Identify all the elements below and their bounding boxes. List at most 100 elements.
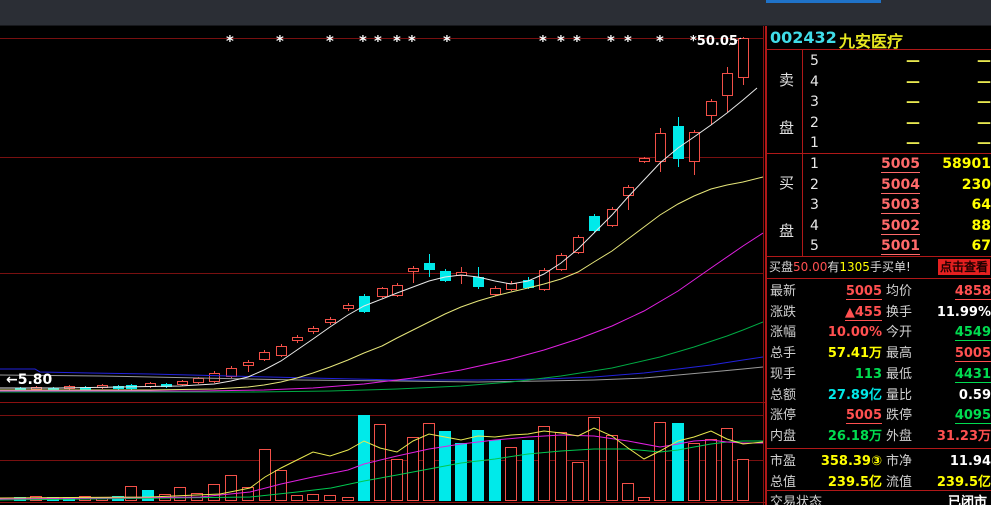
candle [343, 305, 354, 309]
buy-order-row[interactable]: 2 5004 230 [803, 175, 991, 196]
order-price[interactable]: 5002 [881, 217, 920, 235]
candle [80, 387, 91, 390]
order-level: 5 [810, 238, 819, 255]
volume-bar [342, 497, 354, 501]
chart-gridline [0, 38, 763, 39]
stat-label: 现手 [770, 366, 797, 382]
candle [308, 328, 319, 332]
trading-status-row: 交易状态 已闭市 [767, 492, 991, 505]
buy-order-row[interactable]: 5 5001 67 [803, 236, 991, 257]
order-price[interactable]: — [906, 114, 920, 131]
buy-order-row[interactable]: 3 5003 64 [803, 195, 991, 216]
ma-magenta [0, 232, 764, 392]
stat-label: 涨跌 [770, 304, 797, 320]
stat-value: 31.23万 [936, 428, 991, 444]
alert-asterisk-mark: * [226, 32, 234, 50]
volume-bar [174, 487, 186, 501]
volume-bar [291, 495, 303, 501]
limit-price-label: *50.05 [690, 34, 738, 49]
candle [408, 268, 419, 272]
divider [767, 278, 991, 279]
alert-asterisk-mark: * [443, 32, 451, 50]
stat-row: 市盈 358.39③ 市净 11.94 [767, 451, 991, 472]
candle [243, 362, 254, 366]
candle [377, 288, 388, 297]
candle [440, 271, 451, 281]
order-price[interactable]: 5003 [881, 197, 920, 215]
divider [767, 490, 991, 491]
order-level: 1 [810, 135, 819, 152]
stock-name: 九安医疗 [839, 32, 904, 51]
stock-code: 002432 [770, 28, 837, 47]
volume-bar [191, 493, 203, 501]
volume-bar [358, 415, 370, 501]
sell-order-row[interactable]: 5 — — [803, 51, 991, 72]
candle [722, 73, 733, 96]
order-volume: 58901 [942, 156, 991, 172]
volume-bar [96, 497, 108, 501]
volume-bar [705, 439, 717, 501]
candle [589, 216, 600, 231]
ma-blue [0, 356, 764, 381]
candle [113, 386, 124, 389]
stock-title: 002432 九安医疗 [767, 26, 991, 51]
buy-order-row[interactable]: 1 5005 58901 [803, 154, 991, 175]
stat-value: 239.5亿 [936, 474, 991, 490]
stat-row: 总值 239.5亿 流值 239.5亿 [767, 472, 991, 493]
volume-bar [324, 495, 336, 501]
buy-order-row[interactable]: 4 5002 88 [803, 216, 991, 237]
stat-row: 现手 113 最低 4431 [767, 364, 991, 385]
volume-bar [472, 430, 484, 501]
order-price[interactable]: 5004 [881, 176, 920, 194]
alert-text: 有 [827, 260, 840, 274]
stat-value: 4095 [954, 408, 991, 425]
chart-right-border [763, 25, 764, 505]
stat-value: 26.18万 [827, 428, 882, 444]
volume-bar [79, 496, 91, 501]
stat-value: 5005 [845, 284, 882, 300]
alert-asterisk-mark: * [408, 32, 416, 50]
alert-asterisk-mark: * [326, 32, 334, 50]
stat-label: 涨停 [770, 408, 797, 424]
candle [639, 158, 650, 162]
stat-label: 最低 [886, 366, 913, 382]
stat-row: 总额 27.89亿 量比 0.59 [767, 385, 991, 406]
volume-bar [505, 447, 517, 501]
order-price[interactable]: — [906, 73, 920, 90]
stat-row: 涨跌 ▲455 换手 11.99% [767, 302, 991, 323]
stat-value: 4549 [954, 325, 991, 342]
volume-bar [522, 440, 534, 501]
candle [292, 337, 303, 341]
candle [325, 319, 336, 323]
status-label: 交易状态 [770, 495, 823, 505]
order-price[interactable]: 5001 [881, 238, 920, 256]
sell-order-row[interactable]: 4 — — [803, 72, 991, 93]
order-price[interactable]: 5005 [881, 156, 920, 173]
divider [767, 153, 991, 154]
volume-bar [159, 494, 171, 501]
volume-bar [721, 428, 733, 501]
sell-order-row[interactable]: 1 — — [803, 133, 991, 154]
divider [767, 256, 991, 257]
stat-value: 5005 [845, 408, 882, 425]
order-level: 2 [810, 114, 819, 131]
sell-order-row[interactable]: 3 — — [803, 92, 991, 113]
candle [456, 272, 467, 276]
order-price[interactable]: — [906, 135, 920, 152]
order-price[interactable]: — [906, 53, 920, 69]
volume-bar [47, 497, 59, 501]
volume-bar [455, 443, 467, 501]
sell-order-row[interactable]: 2 — — [803, 113, 991, 134]
candle [126, 385, 137, 389]
order-volume: — [977, 53, 991, 69]
order-level: 4 [810, 217, 819, 234]
ma-yellow [0, 176, 764, 391]
order-price[interactable]: — [906, 94, 920, 111]
volume-bar [125, 486, 137, 501]
candle [473, 277, 484, 287]
stat-label: 均价 [886, 284, 913, 299]
order-level: 4 [810, 73, 819, 90]
view-details-button[interactable]: 点击查看 [937, 259, 990, 275]
volume-bar [688, 443, 700, 501]
